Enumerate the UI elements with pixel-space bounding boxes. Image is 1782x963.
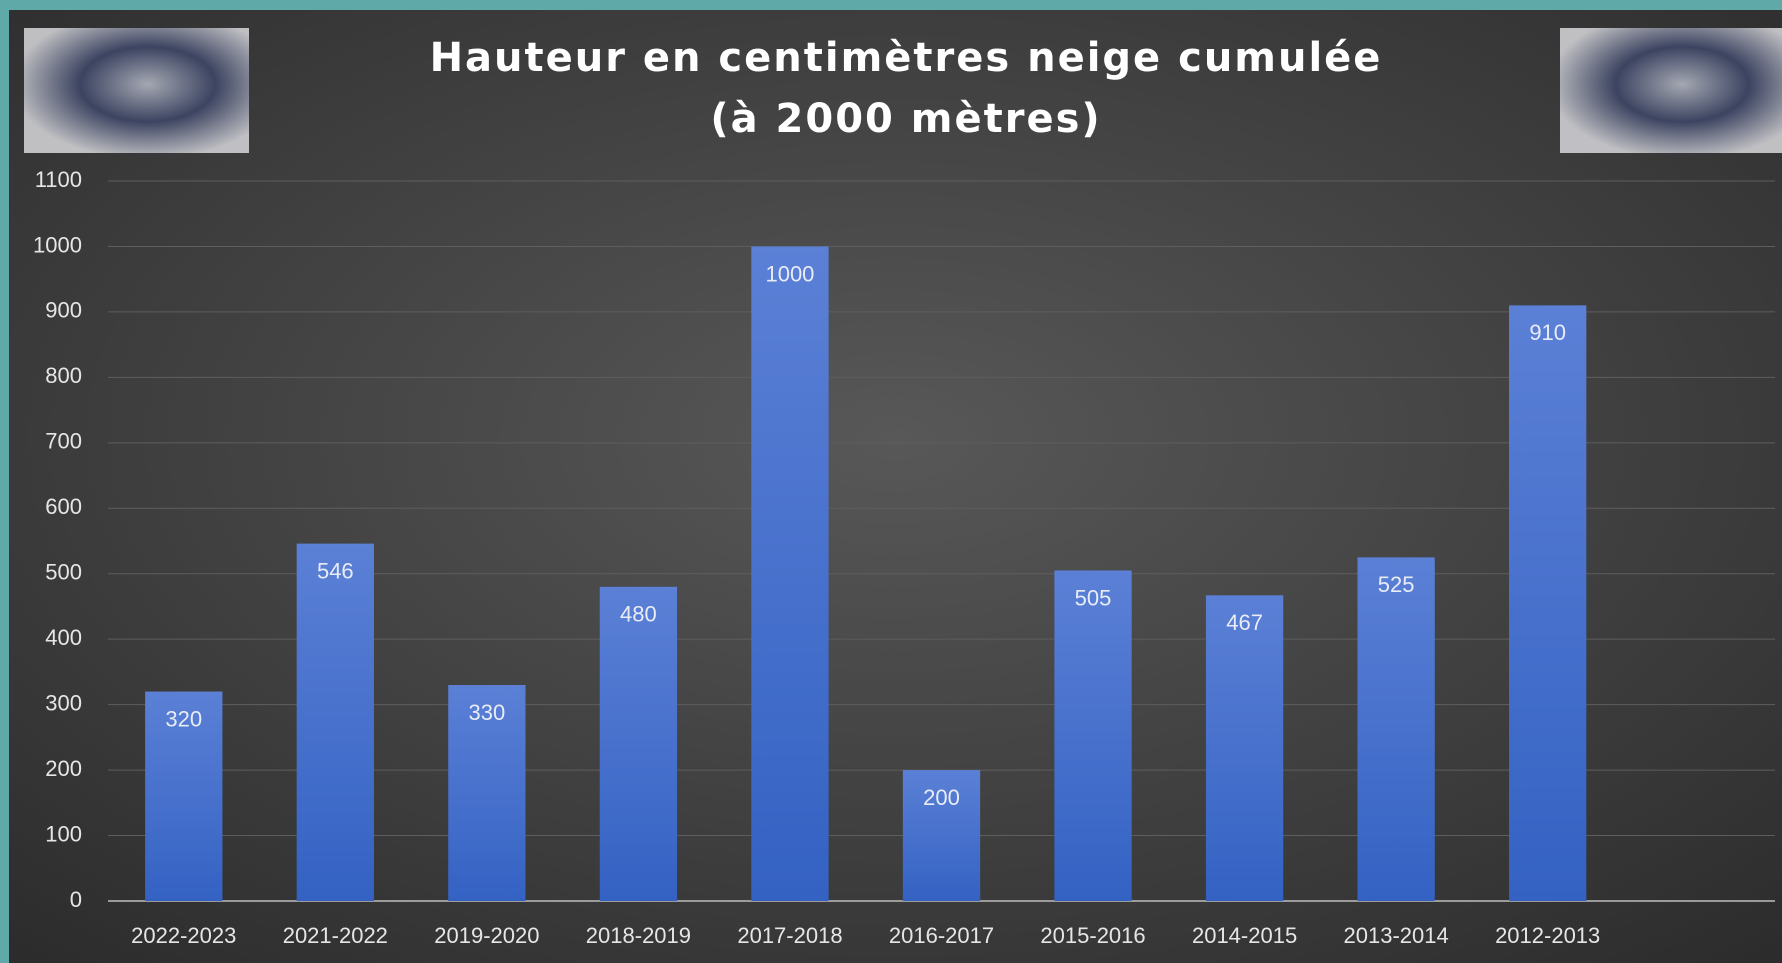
chart-title: Hauteur en centimètres neige cumulée	[430, 35, 1383, 81]
bar	[1509, 305, 1587, 901]
snowflake-image	[24, 28, 249, 153]
x-tick-label: 2015-2016	[1040, 923, 1145, 948]
y-tick-label: 900	[45, 298, 82, 323]
x-tick-label: 2016-2017	[889, 923, 994, 948]
data-label: 1000	[765, 261, 814, 286]
chart-title: (à 2000 mètres)	[710, 96, 1101, 142]
y-tick-label: 400	[45, 625, 82, 650]
data-label: 200	[923, 785, 960, 810]
y-tick-label: 600	[45, 494, 82, 519]
x-tick-label: 2018-2019	[586, 923, 691, 948]
x-tick-label: 2012-2013	[1495, 923, 1600, 948]
snowflake-image	[1560, 28, 1782, 153]
x-tick-label: 2013-2014	[1344, 923, 1449, 948]
bar	[448, 685, 526, 901]
bar	[902, 770, 981, 901]
y-tick-label: 200	[45, 756, 82, 781]
x-tick-label: 2021-2022	[283, 923, 388, 948]
bar	[1054, 570, 1132, 901]
y-tick-label: 1000	[33, 232, 82, 257]
x-tick-label: 2019-2020	[434, 923, 539, 948]
y-tick-label: 700	[45, 429, 82, 454]
data-label: 320	[165, 706, 202, 731]
bar	[1205, 595, 1284, 901]
x-tick-label: 2022-2023	[131, 923, 236, 948]
bar	[751, 246, 829, 902]
y-tick-label: 300	[45, 690, 82, 715]
y-tick-label: 500	[45, 560, 82, 585]
data-label: 525	[1378, 572, 1415, 597]
y-tick-label: 0	[70, 887, 82, 912]
y-tick-label: 800	[45, 363, 82, 388]
bar	[1357, 557, 1435, 901]
x-tick-label: 2014-2015	[1192, 923, 1297, 948]
data-label: 910	[1529, 320, 1566, 345]
y-tick-label: 1100	[35, 167, 82, 192]
bar	[145, 691, 223, 901]
bar	[599, 586, 678, 901]
data-label: 467	[1226, 610, 1263, 635]
data-label: 330	[469, 700, 506, 725]
data-label: 546	[317, 558, 354, 583]
bar	[296, 543, 374, 901]
data-label: 480	[620, 602, 657, 627]
data-label: 505	[1075, 585, 1112, 610]
x-tick-label: 2017-2018	[737, 923, 842, 948]
y-tick-label: 100	[45, 821, 82, 846]
